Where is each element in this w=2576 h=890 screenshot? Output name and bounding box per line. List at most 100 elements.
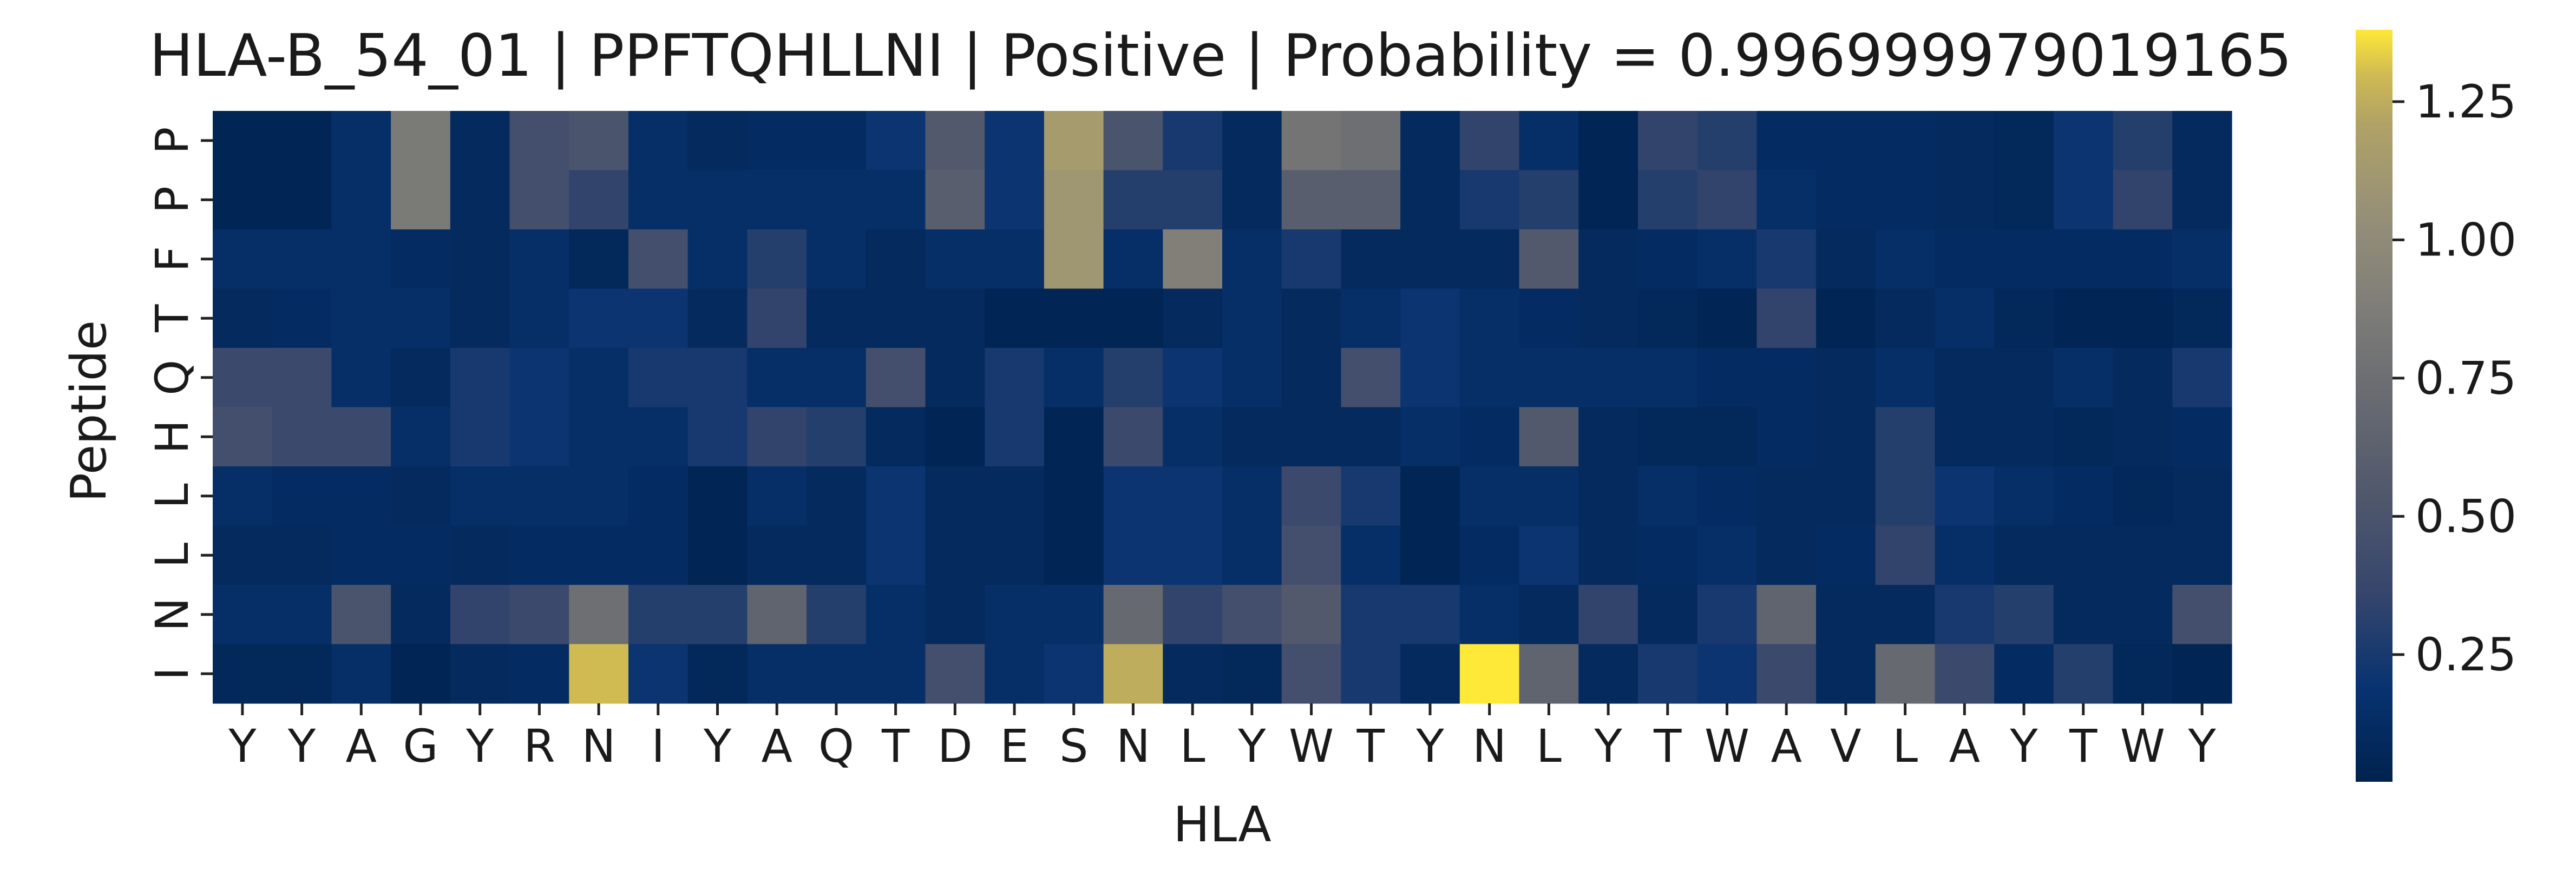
heatmap-cell [2113, 348, 2173, 408]
heatmap-cell [1816, 111, 1876, 171]
heatmap-cell [450, 111, 510, 171]
heatmap-cell [509, 288, 569, 348]
heatmap-cell [1400, 644, 1460, 704]
heatmap-cell [1994, 466, 2054, 526]
x-tick-label: Y [1594, 720, 1622, 773]
heatmap-cell [1519, 466, 1579, 526]
heatmap-cell [925, 170, 985, 230]
heatmap-cell [2053, 170, 2114, 230]
heatmap-cell [450, 525, 510, 585]
heatmap-cell [1281, 525, 1342, 585]
heatmap-cell [391, 466, 451, 526]
heatmap-cell [2172, 229, 2232, 289]
heatmap-cell [569, 407, 629, 467]
x-tick-label: E [1000, 720, 1028, 773]
heatmap-cell [1697, 407, 1757, 467]
heatmap-cell [1697, 644, 1757, 704]
heatmap-cell [569, 644, 629, 704]
heatmap-cell [1163, 111, 1223, 171]
heatmap-cell [1222, 525, 1282, 585]
heatmap-cell [925, 585, 985, 645]
heatmap-cell [2172, 111, 2232, 171]
y-tick-label: H [146, 420, 199, 454]
heatmap-cell [213, 288, 273, 348]
heatmap-cell [1281, 644, 1342, 704]
x-tick-label: N [582, 720, 616, 773]
heatmap-cell [687, 525, 748, 585]
heatmap-cell [1519, 644, 1579, 704]
heatmap-cell [331, 585, 391, 645]
heatmap-cell [1103, 288, 1163, 348]
heatmap-cell [1697, 525, 1757, 585]
heatmap-cell [628, 644, 689, 704]
heatmap-cell [1281, 348, 1342, 408]
heatmap-cell [331, 525, 391, 585]
heatmap-cell [1875, 288, 1936, 348]
heatmap-cell [450, 466, 510, 526]
heatmap-cell [866, 466, 926, 526]
heatmap-cell [687, 288, 748, 348]
heatmap-cell [1044, 407, 1104, 467]
heatmap-cell [1935, 111, 1995, 171]
heatmap-cell [1103, 348, 1163, 408]
heatmap-cell [391, 644, 451, 704]
heatmap-cell [925, 111, 985, 171]
heatmap-cell [569, 525, 629, 585]
heatmap-cell [509, 229, 569, 289]
heatmap-cell [1816, 407, 1876, 467]
heatmap-cell [628, 585, 689, 645]
heatmap-cell [1756, 111, 1817, 171]
heatmap-cell [1281, 288, 1342, 348]
heatmap-cell [450, 348, 510, 408]
heatmap-cell [1222, 466, 1282, 526]
heatmap-cell [1578, 229, 1638, 289]
heatmap-cell [1756, 466, 1817, 526]
heatmap-cell [747, 288, 807, 348]
heatmap-cell [1935, 170, 1995, 230]
heatmap-cell [272, 288, 332, 348]
heatmap-cell [985, 585, 1045, 645]
heatmap-cell [1816, 525, 1876, 585]
colorbar-tick-label: 1.00 [2415, 213, 2516, 266]
heatmap-cell [1519, 170, 1579, 230]
heatmap-cell [1697, 585, 1757, 645]
x-tick-label: Y [228, 720, 257, 773]
x-tick-label: A [761, 720, 792, 773]
heatmap-cell [687, 111, 748, 171]
heatmap-cell [509, 644, 569, 704]
colorbar [2356, 30, 2393, 782]
heatmap-cell [1222, 229, 1282, 289]
heatmap-cell [213, 348, 273, 408]
heatmap-cell [509, 111, 569, 171]
heatmap-cell [1697, 111, 1757, 171]
heatmap-cell [1875, 229, 1936, 289]
heatmap-cell [866, 525, 926, 585]
heatmap-cell [1103, 525, 1163, 585]
heatmap-cell [1459, 644, 1520, 704]
x-tick-label: Y [2009, 720, 2038, 773]
x-tick-label: L [1180, 720, 1205, 773]
heatmap-cell [1994, 644, 2054, 704]
heatmap-cell [1341, 229, 1401, 289]
heatmap-cell [1816, 644, 1876, 704]
heatmap-cell [1222, 407, 1282, 467]
heatmap-cell [1519, 288, 1579, 348]
heatmap-cell [1935, 466, 1995, 526]
heatmap-cell [807, 525, 867, 585]
heatmap-cell [866, 111, 926, 171]
x-tick-label: L [1536, 720, 1562, 773]
heatmap-cell [925, 525, 985, 585]
heatmap-cell [1341, 407, 1401, 467]
heatmap-cell [1281, 229, 1342, 289]
heatmap-cell [866, 170, 926, 230]
heatmap-cell [1103, 585, 1163, 645]
x-tick-label: Y [2187, 720, 2216, 773]
heatmap-cell [807, 288, 867, 348]
heatmap-cell [1281, 585, 1342, 645]
heatmap-cell [213, 525, 273, 585]
heatmap-cell [1994, 525, 2054, 585]
heatmap-cell [628, 466, 689, 526]
heatmap-cell [450, 170, 510, 230]
heatmap-cell [1519, 525, 1579, 585]
heatmap-cell [272, 466, 332, 526]
